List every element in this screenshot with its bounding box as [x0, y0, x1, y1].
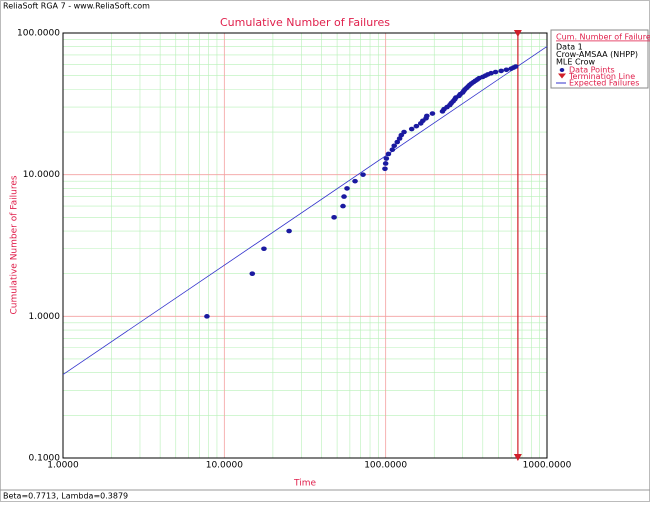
data-point [492, 69, 499, 75]
data-point [391, 143, 398, 149]
data-point [401, 129, 407, 135]
legend-box [550, 29, 649, 89]
data-point [385, 151, 392, 157]
data-point [340, 203, 346, 209]
data-point [261, 246, 267, 252]
legend-text: Crow-AMSAA (NHPP) [556, 50, 638, 59]
legend-entry: Expected Failures [569, 79, 639, 88]
data-point [429, 111, 436, 116]
data-point [382, 161, 389, 166]
data-point [341, 194, 347, 199]
legend-text: MLE Crow [556, 58, 596, 67]
x-tick-label: 1.0000 [47, 461, 79, 471]
x-tick-label: 1000.0000 [523, 461, 572, 471]
app-header: ReliaSoft RGA 7 - www.ReliaSoft.com [3, 2, 150, 11]
chart-title: Cumulative Number of Failures [220, 16, 390, 29]
data-point [498, 68, 504, 74]
data-point [512, 64, 519, 69]
legend-title: Cum. Number of Failures [556, 33, 650, 42]
y-tick-label: 100.0000 [17, 29, 60, 39]
data-point [408, 126, 415, 132]
data-point [424, 113, 430, 119]
data-point [503, 67, 510, 73]
y-tick-label: 10.0000 [23, 170, 60, 180]
legend-swatch [559, 68, 565, 72]
data-point [249, 271, 256, 276]
model-line [62, 46, 548, 375]
data-point [389, 147, 396, 153]
x-tick-label: 100.0000 [364, 461, 407, 471]
data-point [413, 123, 420, 129]
x-tick-label: 10.0000 [206, 461, 243, 471]
legend-entry: Data Points [569, 66, 615, 75]
footer: Beta=0.7713, Lambda=0.3879 [3, 492, 128, 501]
data-point [383, 156, 390, 161]
data-point [352, 178, 358, 184]
data-point [360, 172, 366, 177]
plot-border [62, 32, 548, 459]
data-point [394, 139, 401, 145]
termination-marker [513, 30, 522, 37]
y-tick-label: 1.0000 [29, 312, 61, 322]
x-axis-label: Time [293, 479, 316, 489]
data-point [286, 228, 292, 234]
legend-entry: Termination Line [568, 72, 635, 81]
legend-swatch [558, 73, 566, 79]
data-point [488, 70, 494, 76]
data-point [331, 215, 337, 220]
y-tick-label: 0.1000 [29, 454, 61, 464]
data-point [204, 314, 210, 319]
termination-marker [513, 454, 522, 461]
data-point [344, 186, 350, 191]
data-point [382, 166, 388, 172]
y-axis-label: Cumulative Number of Failures [10, 175, 20, 314]
legend-text: Data 1 [556, 43, 583, 52]
